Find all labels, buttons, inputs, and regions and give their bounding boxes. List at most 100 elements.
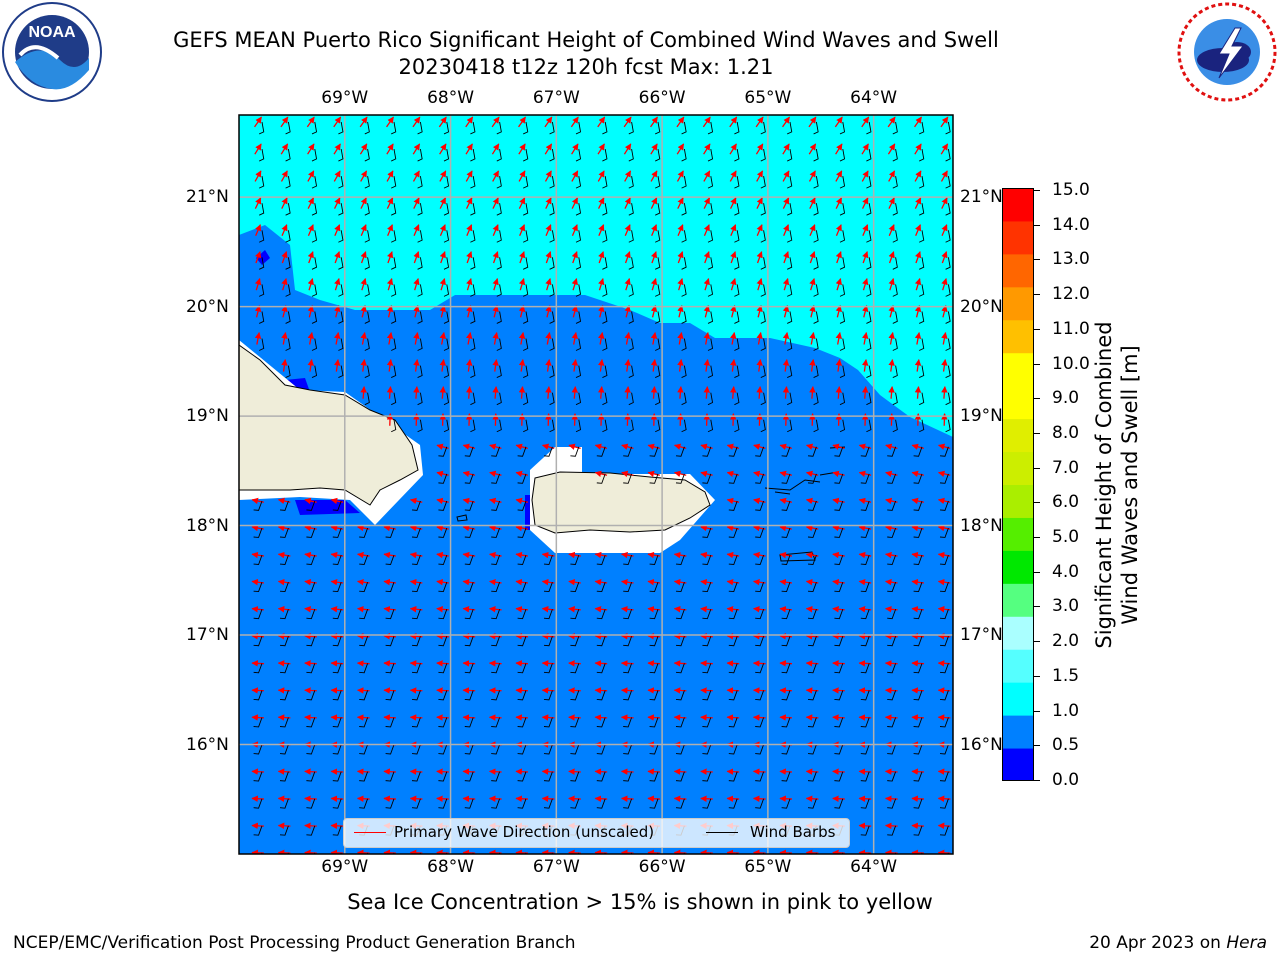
wind-barb [655,311,661,324]
wind-barb [253,717,263,728]
wave-direction-arrow [782,170,790,182]
wind-barb [681,419,687,433]
wave-direction-arrow [624,251,631,264]
wind-barb [755,527,765,538]
wind-barb [655,230,661,243]
wind-barb [385,663,395,674]
wind-barb [391,419,397,433]
wave-direction-arrow [914,332,922,345]
wind-barb [623,609,633,620]
wind-barb [364,176,370,189]
wave-direction-arrow [571,332,579,345]
wind-barb [755,609,765,620]
wave-direction-arrow [703,278,710,291]
wind-barb [755,636,765,647]
wind-barb [681,203,687,216]
wind-barb [359,636,369,647]
wind-barb [913,582,923,593]
wind-barb [253,582,263,593]
wind-barb [702,473,712,484]
wind-barb [253,527,263,538]
wind-barb [443,338,450,351]
wave-direction-arrow [676,143,685,155]
colorbar-segment [1002,188,1034,222]
wave-direction-arrow [439,359,447,372]
wind-barb [364,148,370,162]
wind-barb [887,825,897,836]
wind-barb [523,365,529,378]
wave-direction-arrow [491,116,500,128]
wind-barb [570,744,580,755]
wave-direction-arrow [465,116,474,128]
wave-direction-arrow [544,170,552,182]
wind-barb [728,798,738,809]
wave-direction-arrow [941,386,948,399]
wind-barb [702,798,712,809]
wave-direction-arrow [650,278,658,291]
wave-direction-arrow [280,143,289,155]
wind-barb [285,148,291,162]
wave-direction-arrow [413,278,420,291]
wave-direction-arrow [703,197,711,209]
wind-barb [939,744,949,755]
wind-barb [734,257,740,270]
wave-direction-arrow [518,386,526,399]
wind-barb [470,176,476,189]
wind-barb [253,554,263,565]
wave-direction-arrow [677,224,684,237]
wind-barb [549,257,555,270]
wind-barb [570,554,580,565]
wind-barb [839,257,846,270]
wave-direction-arrow [571,278,578,291]
wind-barb [338,121,344,135]
wind-barb [491,500,501,511]
wind-barb [602,148,608,162]
wave-direction-arrow [412,170,420,182]
wave-direction-arrow [360,359,367,372]
wind-barb [707,419,714,433]
wave-direction-arrow [888,359,895,372]
wave-direction-arrow [518,359,526,372]
wind-barb [913,798,923,809]
footer-date-text: 20 Apr 2023 on [1089,933,1227,953]
colorbar-segment [1002,517,1034,551]
wave-direction-arrow [756,224,763,237]
wind-barb [734,284,740,297]
wind-barb [707,284,714,297]
wind-barb [945,365,951,378]
wave-direction-arrow [782,116,790,128]
wave-direction-arrow [439,305,446,318]
wave-direction-arrow [466,278,473,291]
wind-barb [681,365,687,378]
wind-barb [760,392,766,406]
wind-barb [359,717,369,728]
wind-barb [311,148,318,162]
wind-barb [939,771,949,782]
wind-barb [945,203,951,216]
wind-barb [681,230,687,243]
wave-direction-arrow [334,305,341,318]
wind-barb [253,500,263,511]
wind-barb [649,663,659,674]
wind-barb [279,500,289,511]
wind-barb [649,744,659,755]
wind-barb [919,392,925,406]
wind-barb [702,554,712,565]
wind-barb [860,527,870,538]
wind-barb [491,473,501,484]
wave-direction-arrow [466,332,473,345]
wind-barb [787,176,793,189]
wind-barb [470,284,476,297]
wind-barb [391,121,397,135]
wind-barb [523,392,529,406]
wind-barb [707,230,714,243]
wind-barb [702,582,712,593]
wave-direction-arrow [334,251,341,264]
wind-barb [860,500,870,511]
wind-barb [417,419,423,433]
colorbar-tick-label: 5.0 [1052,527,1080,548]
wind-barb [417,311,423,324]
wave-direction-arrow [941,359,948,372]
wind-barb [628,419,634,433]
